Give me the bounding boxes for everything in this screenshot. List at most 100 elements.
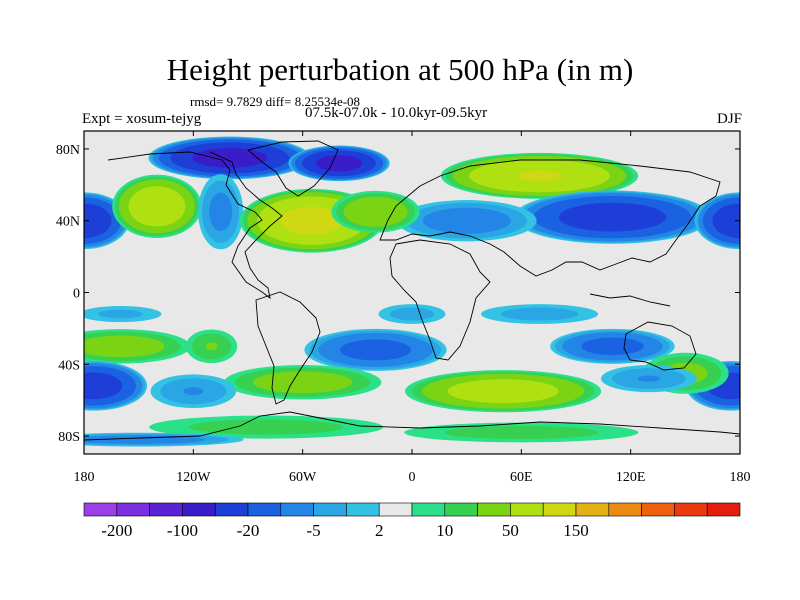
anomaly-cell (396, 200, 537, 242)
x-axis: 180 120W 60W 0 60E 120E 180 (74, 131, 751, 485)
y-tick-label: 0 (73, 287, 80, 302)
x-tick-label: 60E (510, 470, 533, 485)
anomaly-cell (148, 136, 312, 180)
anomaly-contour (84, 435, 205, 444)
colorbar-swatch (83, 502, 118, 517)
anomaly-contour (389, 307, 435, 321)
chart-title: Height perturbation at 500 hPa (in m) (166, 52, 634, 87)
colorbar-swatch (313, 502, 347, 517)
anomaly-cell (378, 304, 446, 324)
anomaly-cell (84, 329, 191, 364)
anomaly-cell (404, 422, 639, 443)
anomaly-contour (209, 192, 233, 232)
anomaly-contour (315, 155, 363, 172)
anomaly-contour (343, 196, 408, 227)
anomaly-contour (581, 337, 644, 356)
colorbar-label: -5 (307, 521, 321, 540)
australia-coast (623, 321, 697, 371)
colorbar-label: 10 (436, 521, 453, 540)
period-label: 07.5k-07.0k - 10.0kyr-09.5kyr (305, 105, 488, 121)
colorbar: -200 -100 -20 -5 2 10 50 150 (83, 502, 741, 540)
anomaly-cell (150, 374, 237, 409)
anomaly-cell (513, 190, 712, 244)
anomaly-cell (331, 190, 420, 233)
colorbar-swatch (247, 502, 282, 517)
anomaly-contour (128, 186, 186, 227)
x-tick-label: 180 (74, 470, 95, 485)
anomaly-contour (422, 207, 511, 234)
anomaly-contour (189, 419, 344, 435)
anomaly-cell (112, 174, 202, 239)
anomaly-cell (84, 192, 130, 250)
x-tick-label: 180 (730, 470, 751, 485)
colorbar-swatch (477, 502, 511, 517)
colorbar-label: -200 (101, 521, 132, 540)
colorbar-swatch (182, 502, 216, 517)
anomaly-cell (198, 174, 244, 250)
anomaly-contour (517, 170, 562, 181)
colorbar-swatch (149, 502, 183, 517)
colorbar-swatch (510, 502, 544, 517)
anomaly-contour (280, 206, 344, 235)
greenland-coast (247, 140, 339, 197)
anomaly-cell (481, 304, 599, 324)
anomaly-contour (98, 309, 143, 319)
anomaly-cell (304, 328, 447, 371)
anomaly-cell (600, 365, 697, 393)
colorbar-swatch (378, 502, 413, 517)
experiment-label: Expt = xosum-tejyg (82, 111, 202, 127)
eurasia-coast (379, 159, 721, 277)
anomaly-contour (84, 335, 165, 358)
anomaly-cell (694, 192, 740, 250)
antarctica-coast (84, 411, 740, 441)
anomaly-contour (192, 148, 268, 168)
anomaly-cell (84, 305, 162, 323)
anomaly-field (84, 136, 740, 447)
colorbar-swatch (444, 502, 478, 517)
x-tick-label: 120W (176, 470, 211, 485)
stats-label: rmsd= 9.7829 diff= 8.25534e-08 (190, 94, 361, 109)
africa-coast (389, 239, 491, 361)
north-america-coast (107, 151, 283, 300)
anomaly-cell (149, 415, 384, 439)
colorbar-swatch (346, 502, 380, 517)
colorbar-swatch (280, 502, 314, 517)
season-label: DJF (716, 111, 742, 127)
colorbar-swatch (214, 502, 249, 517)
colorbar-swatch (641, 502, 675, 517)
anomaly-contour (183, 387, 204, 396)
colorbar-swatch (116, 502, 150, 517)
anomaly-cell (185, 329, 238, 364)
colorbar-swatch (674, 502, 708, 517)
anomaly-contour (253, 371, 353, 394)
colorbar-label: -100 (167, 521, 198, 540)
y-tick-label: 40S (58, 358, 80, 373)
x-tick-label: 120E (616, 470, 646, 485)
anomaly-contour (637, 375, 661, 382)
anomaly-contour (712, 203, 740, 239)
anomaly-contour (84, 372, 123, 400)
colorbar-label: -20 (237, 521, 260, 540)
anomaly-contour (339, 339, 412, 361)
colorbar-swatch (575, 502, 610, 517)
y-tick-label: 40N (56, 215, 80, 230)
anomaly-contour (501, 307, 579, 321)
anomaly-cell (223, 365, 382, 400)
anomaly-contour (205, 342, 218, 351)
anomaly-contour (447, 379, 559, 404)
y-axis: 80N 40N 0 40S 80S (56, 143, 740, 445)
colorbar-label: 50 (502, 521, 519, 540)
y-tick-label: 80N (56, 143, 80, 158)
anomaly-contour (558, 202, 667, 232)
y-tick-label: 80S (58, 430, 80, 445)
anomaly-contour (444, 425, 599, 439)
colorbar-label: 2 (375, 521, 384, 540)
colorbar-swatch (706, 502, 741, 517)
colorbar-swatch (608, 502, 642, 517)
anomaly-cell (405, 370, 602, 413)
anomaly-contour (84, 203, 112, 239)
anomaly-cell (288, 145, 390, 182)
anomaly-cell (440, 152, 639, 199)
colorbar-swatch (411, 502, 446, 517)
